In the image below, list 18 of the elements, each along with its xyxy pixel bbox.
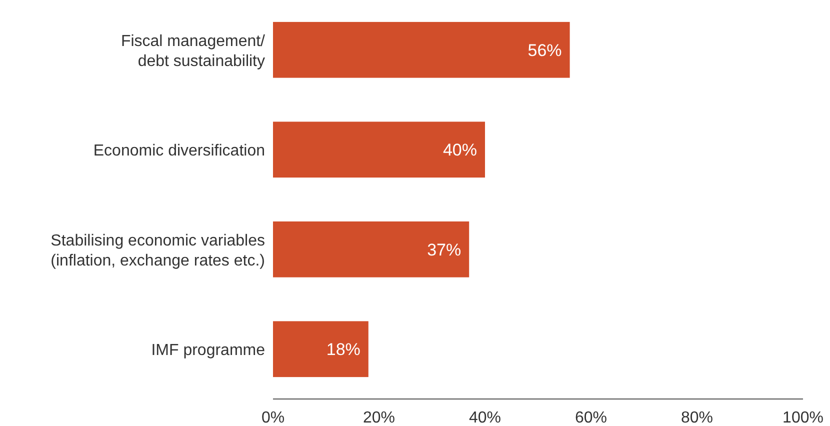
data-label: 40% bbox=[442, 140, 477, 160]
y-tick-label: Stabilising economic variables (inflation, exchange rates etc.) bbox=[50, 232, 265, 270]
bar bbox=[273, 122, 485, 178]
x-tick-label: 0% bbox=[261, 409, 285, 426]
x-tick-label: 60% bbox=[574, 409, 608, 426]
data-label: 56% bbox=[528, 40, 562, 60]
data-label: 18% bbox=[326, 340, 360, 360]
x-tick-label: 80% bbox=[680, 409, 714, 426]
y-tick-label: Fiscal management/ debt sustainability bbox=[120, 32, 266, 70]
x-tick-label: 100% bbox=[782, 409, 824, 426]
bar bbox=[273, 221, 470, 278]
x-tick-label: 20% bbox=[362, 409, 396, 426]
bar bbox=[273, 22, 570, 78]
y-tick-label: Economic diversification bbox=[93, 142, 265, 160]
y-tick-label: IMF programme bbox=[151, 342, 266, 360]
x-tick-label: 40% bbox=[468, 409, 502, 426]
bar bbox=[273, 321, 368, 378]
data-label: 37% bbox=[427, 240, 462, 260]
